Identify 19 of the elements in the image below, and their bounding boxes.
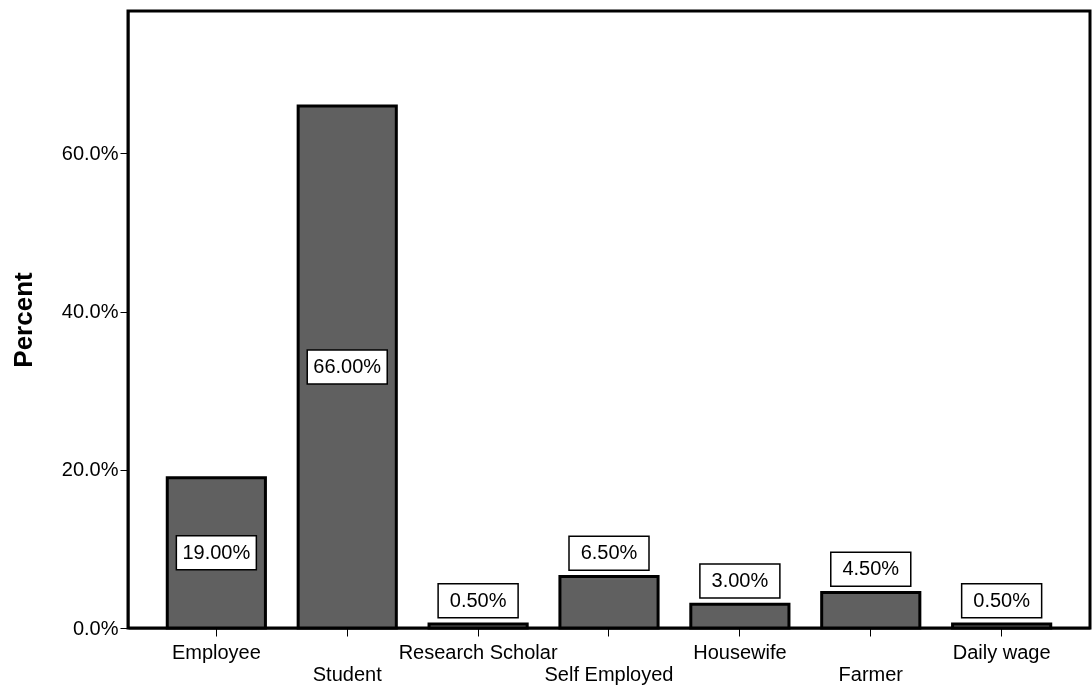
data-label: 0.50% (973, 588, 1031, 611)
data-label: 6.50% (580, 541, 638, 564)
y-tick-label: 0.0% (72, 616, 119, 639)
data-label: 0.50% (449, 588, 507, 611)
x-tick-label: Self Employed (544, 662, 674, 685)
y-axis-title: Percent (7, 271, 38, 368)
data-label: 66.00% (313, 354, 382, 377)
x-tick-label: Housewife (693, 640, 787, 663)
data-label: 19.00% (182, 540, 251, 563)
y-tick-label: 40.0% (61, 300, 119, 323)
x-tick-label: Employee (171, 640, 261, 663)
y-tick-label: 20.0% (61, 458, 119, 481)
x-tick-label: Research Scholar (398, 640, 558, 663)
x-tick-label: Daily wage (952, 640, 1051, 663)
data-label: 3.00% (711, 569, 769, 592)
data-label: 4.50% (842, 557, 900, 580)
y-tick-label: 60.0% (61, 141, 119, 164)
x-tick-label: Student (312, 662, 383, 685)
x-tick-label: Farmer (838, 662, 904, 685)
